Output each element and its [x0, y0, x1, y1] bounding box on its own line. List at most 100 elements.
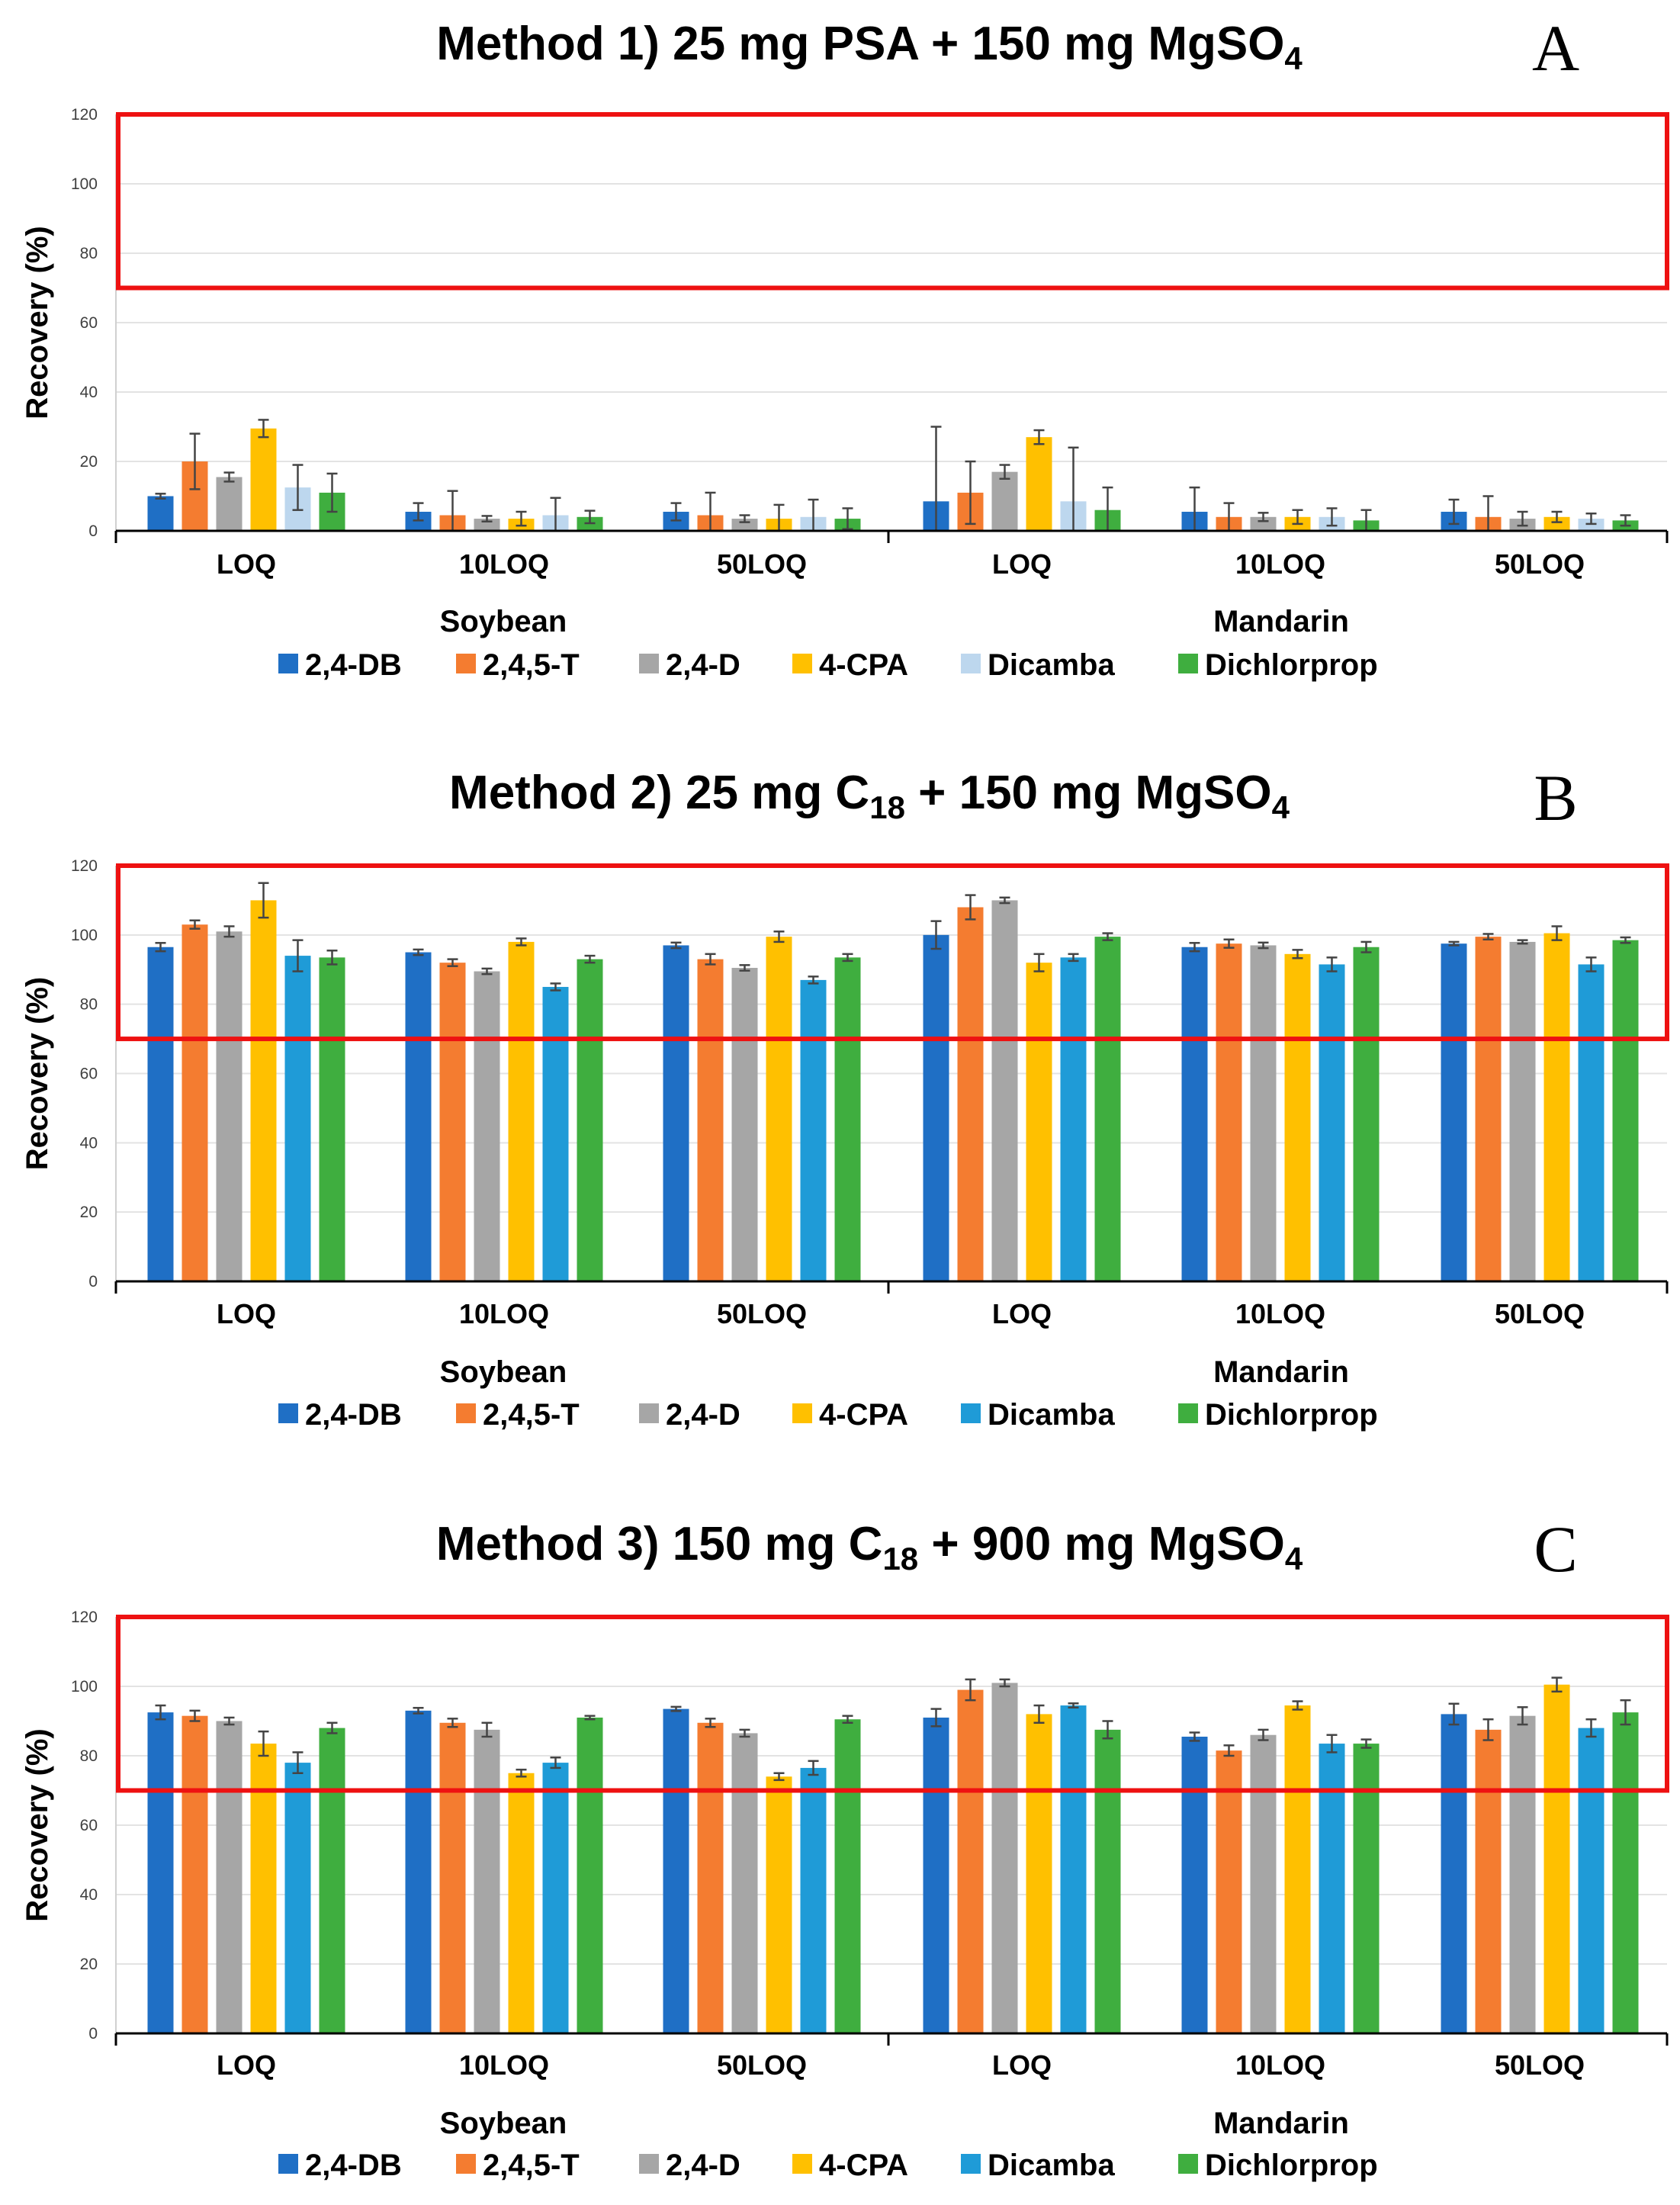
y-tick-label: 60	[80, 1817, 98, 1834]
bar	[731, 1733, 758, 2033]
bar	[1250, 1734, 1277, 2033]
bar	[1612, 1712, 1639, 2033]
x-tick-label: 10LOQ	[1235, 548, 1325, 580]
bar	[250, 1744, 277, 2033]
legend-label: 2,4-DB	[305, 648, 402, 682]
bar	[697, 1722, 724, 2033]
y-tick-label: 20	[80, 1956, 98, 1973]
bar	[1284, 1705, 1311, 2033]
legend-label: Dicamba	[988, 1398, 1115, 1432]
bar	[1060, 957, 1087, 1281]
bar	[1319, 1744, 1345, 2033]
bar	[474, 519, 500, 531]
x-tick-label: 10LOQ	[459, 548, 549, 580]
bar	[1319, 964, 1345, 1281]
y-axis-label: Recovery (%)	[21, 1728, 54, 1921]
x-tick-label: LOQ	[217, 1298, 276, 1329]
bar	[1181, 947, 1208, 1281]
acceptance-range-box	[116, 1615, 1669, 1793]
bar	[1578, 964, 1605, 1281]
panel-letter: C	[1534, 1512, 1577, 1586]
legend-swatch	[961, 654, 981, 673]
bar	[991, 1683, 1018, 2033]
legend-swatch	[278, 2154, 298, 2174]
chart-title: Method 1) 25 mg PSA + 150 mg MgSO4	[436, 18, 1303, 76]
bar	[147, 496, 174, 531]
legend-label: 2,4-D	[666, 648, 740, 682]
group-label: Soybean	[440, 1355, 567, 1389]
bar	[319, 1728, 345, 2033]
x-tick-label: 50LOQ	[717, 2049, 807, 2081]
y-tick-label: 120	[71, 106, 98, 124]
bar	[1250, 516, 1277, 531]
bar	[181, 924, 208, 1281]
y-tick-label: 60	[80, 1066, 98, 1083]
group-label: Soybean	[440, 605, 567, 638]
y-tick-label: 20	[80, 453, 98, 471]
bar	[1181, 1736, 1208, 2033]
bar	[147, 1712, 174, 2033]
bar	[1475, 937, 1502, 1281]
bar	[1216, 943, 1242, 1281]
legend-label: 2,4-DB	[305, 2149, 402, 2182]
x-tick-label: LOQ	[992, 548, 1052, 580]
y-tick-label: 80	[80, 996, 98, 1014]
bar	[697, 959, 724, 1281]
legend-swatch	[1178, 2154, 1198, 2174]
y-axis-label: Recovery (%)	[21, 226, 54, 419]
bar	[991, 900, 1018, 1281]
bar	[1250, 945, 1277, 1281]
bar	[957, 907, 984, 1281]
group-label: Mandarin	[1213, 605, 1349, 638]
bar	[1509, 941, 1536, 1281]
legend-label: 2,4-DB	[305, 1398, 402, 1432]
chart-panel-A: Method 1) 25 mg PSA + 150 mg MgSO4 A 0 20 40…	[21, 11, 1669, 682]
bar	[216, 931, 243, 1281]
legend-swatch	[456, 2154, 476, 2174]
bar	[474, 971, 500, 1281]
bar	[766, 937, 792, 1281]
legend-label: 2,4,5-T	[483, 2149, 580, 2182]
legend-label: Dicamba	[988, 648, 1115, 682]
legend-swatch	[961, 1403, 981, 1423]
y-tick-label: 40	[80, 1134, 98, 1152]
x-tick-label: 10LOQ	[1235, 2049, 1325, 2081]
legend-swatch	[639, 1403, 659, 1423]
bar	[405, 1710, 432, 2033]
group-label: Mandarin	[1213, 1355, 1349, 1389]
bar	[1353, 1744, 1380, 2033]
bar	[1216, 1750, 1242, 2033]
bar	[1094, 1729, 1121, 2033]
y-tick-label: 40	[80, 384, 98, 401]
x-tick-label: LOQ	[992, 1298, 1052, 1329]
bar	[508, 941, 535, 1281]
x-tick-label: LOQ	[217, 2049, 276, 2081]
bar	[923, 934, 949, 1281]
bar	[1578, 1728, 1605, 2033]
bar	[216, 477, 243, 531]
bar	[800, 1767, 827, 2033]
legend-label: 4-CPA	[819, 1398, 908, 1432]
legend-swatch	[792, 2154, 812, 2174]
legend-swatch	[456, 1403, 476, 1423]
bar	[663, 1708, 689, 2033]
bar	[991, 471, 1018, 531]
y-tick-label: 60	[80, 314, 98, 332]
bar	[147, 947, 174, 1281]
bar	[250, 900, 277, 1281]
bar	[181, 1715, 208, 2033]
bar	[284, 1763, 311, 2033]
bar	[957, 1689, 984, 2033]
legend-label: 2,4,5-T	[483, 648, 580, 682]
legend-swatch	[278, 1403, 298, 1423]
legend-label: Dichlorprop	[1205, 1398, 1378, 1432]
bar	[542, 1763, 569, 2033]
legend-label: 4-CPA	[819, 2149, 908, 2182]
bar	[405, 952, 432, 1281]
legend-label: 2,4,5-T	[483, 1398, 580, 1432]
bar	[1353, 947, 1380, 1281]
legend-label: Dichlorprop	[1205, 648, 1378, 682]
bar	[216, 1721, 243, 2033]
bar	[1543, 1684, 1570, 2033]
x-tick-label: 50LOQ	[1495, 1298, 1585, 1329]
